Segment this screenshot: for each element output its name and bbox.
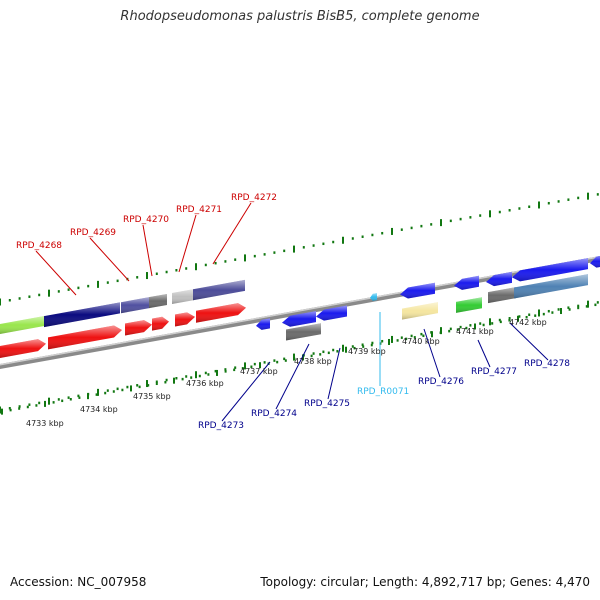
gene-features [0, 256, 600, 358]
leader-line [212, 202, 252, 265]
gene-label: RPD_4268 [16, 241, 62, 251]
gene-red-shine [48, 325, 122, 350]
gene-label: RPD_4275 [304, 399, 350, 409]
gene-green-shine [0, 315, 45, 334]
gene-yellow-shine [402, 302, 438, 320]
gene-blue-shine [454, 275, 479, 290]
ruler-labels: 4733 kbp 4734 kbp 4735 kbp 4736 kbp 4737 kbp… [26, 318, 547, 428]
gene-blue-shine [282, 311, 316, 327]
ruler-label: 4735 kbp [133, 392, 171, 401]
leader-line [35, 250, 77, 296]
gene-silver-shine [172, 289, 194, 305]
gene-red-shine [196, 303, 246, 323]
gene-steel-shine [514, 274, 588, 299]
ruler-label: 4737 kbp [240, 367, 278, 376]
gene-green-shine [456, 297, 482, 313]
backbone-highlight [0, 256, 600, 366]
gene-label: RPD_4269 [70, 228, 116, 238]
ruler-label: 4742 kbp [509, 318, 547, 327]
gene-red-shine [125, 320, 152, 336]
gene-label: RPD_R0071 [357, 387, 409, 397]
gene-blue-shine [590, 256, 600, 268]
gene-label: RPD_4276 [418, 377, 464, 387]
gene-label: RPD_4273 [198, 421, 244, 431]
gene-slate-shine [121, 297, 150, 314]
label-leader-lines [35, 202, 549, 422]
gene-label: RPD_4271 [176, 205, 222, 215]
gene-blue-shine [316, 305, 347, 321]
gene-grey-shine [286, 323, 321, 341]
leader-line [509, 322, 549, 361]
ruler-label: 4733 kbp [26, 419, 64, 428]
gene-grey-shine [488, 287, 516, 304]
gene-purple-shine [193, 279, 245, 301]
ruler-label: 4736 kbp [186, 379, 224, 388]
gene-blue-shine [486, 271, 512, 287]
gene-blue-shine [512, 258, 588, 282]
leader-line [178, 214, 197, 273]
gene-label: RPD_4274 [251, 409, 297, 419]
ruler-label: 4740 kbp [402, 337, 440, 346]
leader-line [477, 339, 491, 368]
gene-navy-shine [44, 302, 120, 328]
leader-line [221, 361, 271, 422]
genome-backbone [0, 256, 600, 369]
leader-line [142, 224, 153, 277]
gene-red-shine [0, 339, 46, 358]
leader-line [275, 343, 310, 410]
topology-summary: Topology: circular; Length: 4,892,717 bp… [260, 575, 590, 589]
ruler-label: 4741 kbp [456, 327, 494, 336]
gene-label: RPD_4270 [123, 215, 169, 225]
map-title: Rhodopseudomonas palustris BisB5, comple… [120, 9, 480, 24]
ruler-label: 4738 kbp [294, 357, 332, 366]
gene-grey-shine [149, 293, 167, 309]
ruler-label: 4739 kbp [348, 347, 386, 356]
gene-red-shine [152, 316, 169, 331]
gene-red-shine [175, 312, 195, 327]
gene-labels: RPD_4268 RPD_4269 RPD_4270 RPD_4271 RPD_4272… [16, 193, 570, 431]
leader-line [327, 347, 341, 400]
gene-label: RPD_4272 [231, 193, 277, 203]
ruler-label: 4734 kbp [80, 405, 118, 414]
leader-line [89, 237, 130, 282]
gene-blue-shine [256, 318, 270, 330]
accession-text: Accession: NC_007958 [10, 575, 147, 589]
leader-line [423, 328, 441, 378]
gene-label: RPD_4277 [471, 367, 517, 377]
gene-rna-shine [370, 293, 377, 301]
ruler-ticks [0, 192, 599, 415]
gene-blue-shine [400, 282, 435, 299]
gene-label: RPD_4278 [524, 359, 570, 369]
